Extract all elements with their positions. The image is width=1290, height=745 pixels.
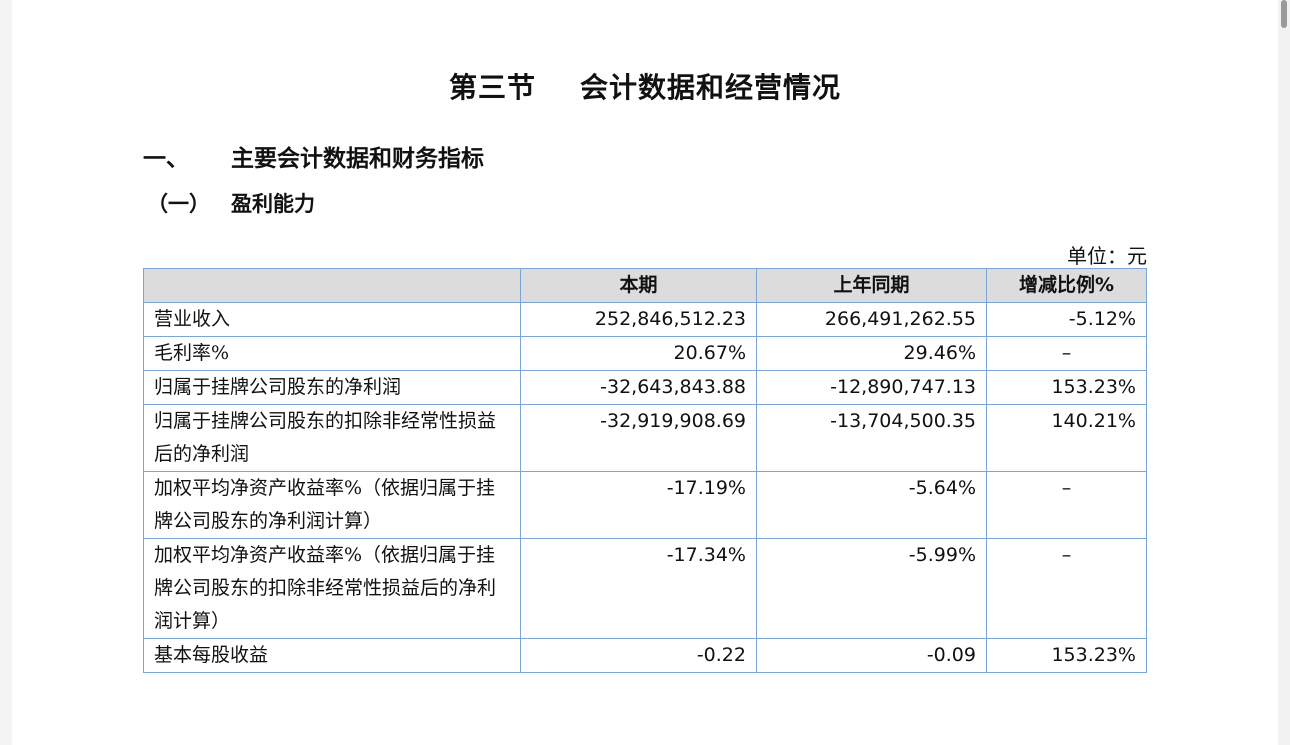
table-row: 归属于挂牌公司股东的净利润 -32,643,843.88 -12,890,747…	[143, 370, 1147, 405]
row-label: 归属于挂牌公司股东的扣除非经常性损益后的净利润	[143, 404, 521, 472]
row-previous-value: -12,890,747.13	[756, 370, 987, 405]
scrollbar-thumb[interactable]	[1281, 0, 1287, 28]
table-row: 毛利率% 20.67% 29.46% –	[143, 336, 1147, 371]
row-current-value: -17.19%	[520, 471, 757, 539]
row-previous-value: -5.64%	[756, 471, 987, 539]
row-label: 加权平均净资产收益率%（依据归属于挂牌公司股东的净利润计算）	[143, 471, 521, 539]
row-label: 营业收入	[143, 302, 521, 337]
row-current-value: -32,919,908.69	[520, 404, 757, 472]
row-previous-value: -0.09	[756, 638, 987, 673]
row-previous-value: 29.46%	[756, 336, 987, 371]
row-current-value: 252,846,512.23	[520, 302, 757, 337]
section-title: 第三节 会计数据和经营情况	[0, 66, 1290, 106]
header-label-cell	[143, 268, 521, 303]
row-change-value: 153.23%	[986, 638, 1147, 673]
heading-level-2-text: 盈利能力	[231, 192, 315, 216]
row-previous-value: -13,704,500.35	[756, 404, 987, 472]
table-row: 营业收入 252,846,512.23 266,491,262.55 -5.12…	[143, 302, 1147, 337]
row-current-value: 20.67%	[520, 336, 757, 371]
heading-level-1-text: 主要会计数据和财务指标	[231, 146, 484, 172]
row-label: 归属于挂牌公司股东的净利润	[143, 370, 521, 405]
table-row: 归属于挂牌公司股东的扣除非经常性损益后的净利润 -32,919,908.69 -…	[143, 404, 1147, 472]
section-number: 第三节	[448, 71, 536, 104]
row-change-value: –	[986, 336, 1147, 371]
row-label: 加权平均净资产收益率%（依据归属于挂牌公司股东的扣除非经常性损益后的净利润计算）	[143, 538, 521, 639]
heading-level-1-number: 一、	[143, 146, 189, 172]
viewer-left-margin	[0, 0, 12, 745]
row-label: 基本每股收益	[143, 638, 521, 673]
heading-level-1: 一、 主要会计数据和财务指标	[143, 139, 484, 173]
row-change-value: 153.23%	[986, 370, 1147, 405]
table-row: 加权平均净资产收益率%（依据归属于挂牌公司股东的净利润计算） -17.19% -…	[143, 471, 1147, 539]
header-current-period: 本期	[520, 268, 757, 303]
row-current-value: -32,643,843.88	[520, 370, 757, 405]
row-change-value: –	[986, 538, 1147, 639]
table-row: 基本每股收益 -0.22 -0.09 153.23%	[143, 638, 1147, 673]
row-change-value: –	[986, 471, 1147, 539]
vertical-scrollbar[interactable]	[1278, 0, 1290, 745]
row-current-value: -0.22	[520, 638, 757, 673]
header-previous-period: 上年同期	[756, 268, 987, 303]
header-change-ratio: 增减比例%	[986, 268, 1147, 303]
profitability-table: 本期 上年同期 增减比例% 营业收入 252,846,512.23 266,49…	[143, 268, 1147, 673]
table-header-row: 本期 上年同期 增减比例%	[143, 268, 1147, 303]
row-previous-value: -5.99%	[756, 538, 987, 639]
row-change-value: -5.12%	[986, 302, 1147, 337]
row-label: 毛利率%	[143, 336, 521, 371]
heading-level-2-number: （一）	[147, 192, 210, 216]
section-title-text: 会计数据和经营情况	[580, 71, 842, 104]
heading-level-2: （一） 盈利能力	[147, 188, 315, 218]
unit-label: 单位：元	[1067, 244, 1147, 268]
table-row: 加权平均净资产收益率%（依据归属于挂牌公司股东的扣除非经常性损益后的净利润计算）…	[143, 538, 1147, 639]
row-previous-value: 266,491,262.55	[756, 302, 987, 337]
row-change-value: 140.21%	[986, 404, 1147, 472]
row-current-value: -17.34%	[520, 538, 757, 639]
